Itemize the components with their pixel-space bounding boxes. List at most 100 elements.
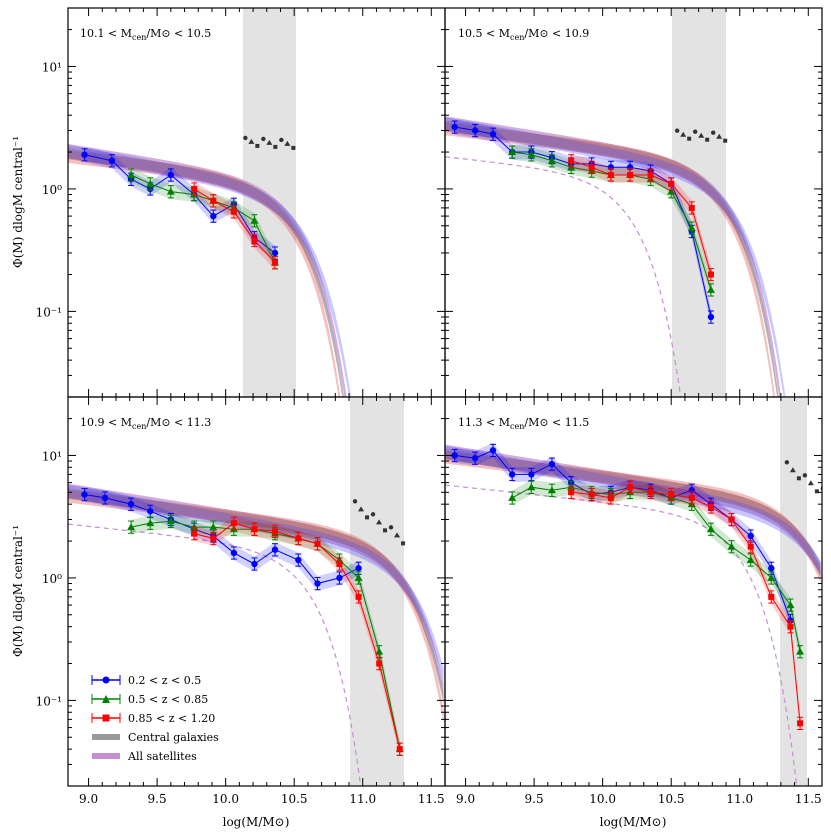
data-point [81,491,88,498]
series-line [454,449,791,621]
x-tick-label: 10.0 [589,792,616,806]
data-point [706,525,715,533]
x-tick-label: 9.5 [525,792,544,806]
series-line [511,486,801,652]
axis-ticks: 9.0 9.5 10.0 10.5 11.0 11.5 [445,396,822,806]
black-marker [261,136,266,142]
x-tick-label: 11.5 [795,792,822,806]
data-point [167,171,175,179]
black-marker [370,512,376,517]
data-point [209,523,218,531]
series-error-band [512,144,711,298]
black-marker [273,144,278,149]
data-point [568,489,575,496]
x-tick-label: 10.0 [212,792,239,806]
black-marker [784,460,790,465]
data-point [627,484,634,491]
black-marker [248,138,255,144]
black-marker [279,137,284,143]
data-point [489,130,497,138]
legend-marker-square [102,714,110,722]
data-point [668,491,675,498]
data-point [295,535,302,542]
x-tick-label: 11.0 [726,792,753,806]
data-point [787,623,794,630]
y-tick-label: 10⁻¹ [36,694,62,708]
black-marker [266,139,273,145]
data-point [707,503,714,510]
black-marker [388,525,394,530]
legend-label: Central galaxies [128,731,219,744]
series-error-band [571,153,711,282]
data-point [688,494,695,501]
legend-label: 0.2 < z < 0.5 [128,674,201,687]
data-point [147,508,154,515]
y-tick-label: 10⁰ [42,183,62,197]
black-marker [687,136,692,141]
data-point [127,170,136,178]
legend-label: 0.85 < z < 1.20 [128,712,215,725]
x-tick-label: 9.0 [79,792,98,806]
data-point [127,500,135,508]
y-tick-label: 10⁰ [42,572,62,586]
legend-entry: Central galaxies [92,731,219,744]
red-model-band [68,150,341,397]
data-point [627,171,634,178]
data-point [767,573,776,581]
panel-title: 10.5 < Mcen/M⊙ < 10.9 [458,27,589,42]
dashed-satellites-curve [445,156,682,397]
data-point [588,491,595,498]
satellites-band [68,143,347,397]
series-line [570,160,712,275]
black-marker [698,132,705,138]
panel-4: 11.3 < Mcen/M⊙ < 11.5 9.0 9.5 10.0 10.5 11.0… [444,396,823,806]
black-marker [807,480,814,486]
data-point [471,454,479,462]
data-point [295,556,302,564]
data-layer [68,483,444,786]
x-tick-label: 11.0 [349,792,376,806]
data-point [607,494,614,501]
data-point [314,540,321,547]
x-tick-label: 9.0 [456,792,475,806]
panel-1: 10.1 < Mcen/M⊙ < 10.5 10¹ 10⁰ 10⁻¹ [36,7,446,398]
black-marker [820,486,822,491]
legend-marker-triangle [102,695,110,703]
x-tick-label: 10.5 [658,792,685,806]
black-marker [705,137,710,142]
y-axis-title-top: Φ(M) dlogM central⁻¹ [11,136,25,268]
blue-model-band [445,117,786,397]
data-point [786,601,795,609]
x-tick-label: 9.5 [148,792,167,806]
data-point [336,560,343,567]
data-point [108,157,116,164]
data-point [527,483,536,491]
legend-entry: 0.2 < z < 0.5 [91,674,201,687]
black-marker [291,145,296,150]
black-marker [352,499,358,504]
data-point [607,171,614,178]
central-band [68,488,444,705]
black-marker [802,473,808,478]
data-point [588,164,595,171]
data-point [375,647,384,655]
data-point [230,549,238,557]
data-point [727,542,736,550]
data-point [272,528,279,535]
data-point [166,187,175,195]
series-error-band [131,167,275,271]
legend-entry: 0.5 < z < 0.85 [91,693,208,706]
data-point [272,259,279,266]
data-point [210,197,217,204]
data-point [747,532,754,540]
data-point [314,580,321,587]
black-marker [243,135,248,141]
data-point [354,573,363,581]
data-point [508,493,517,501]
x-tick-label: 11.5 [418,792,445,806]
data-point [547,156,556,164]
data-point [191,185,198,192]
data-point [768,593,775,600]
black-marker [723,138,728,143]
